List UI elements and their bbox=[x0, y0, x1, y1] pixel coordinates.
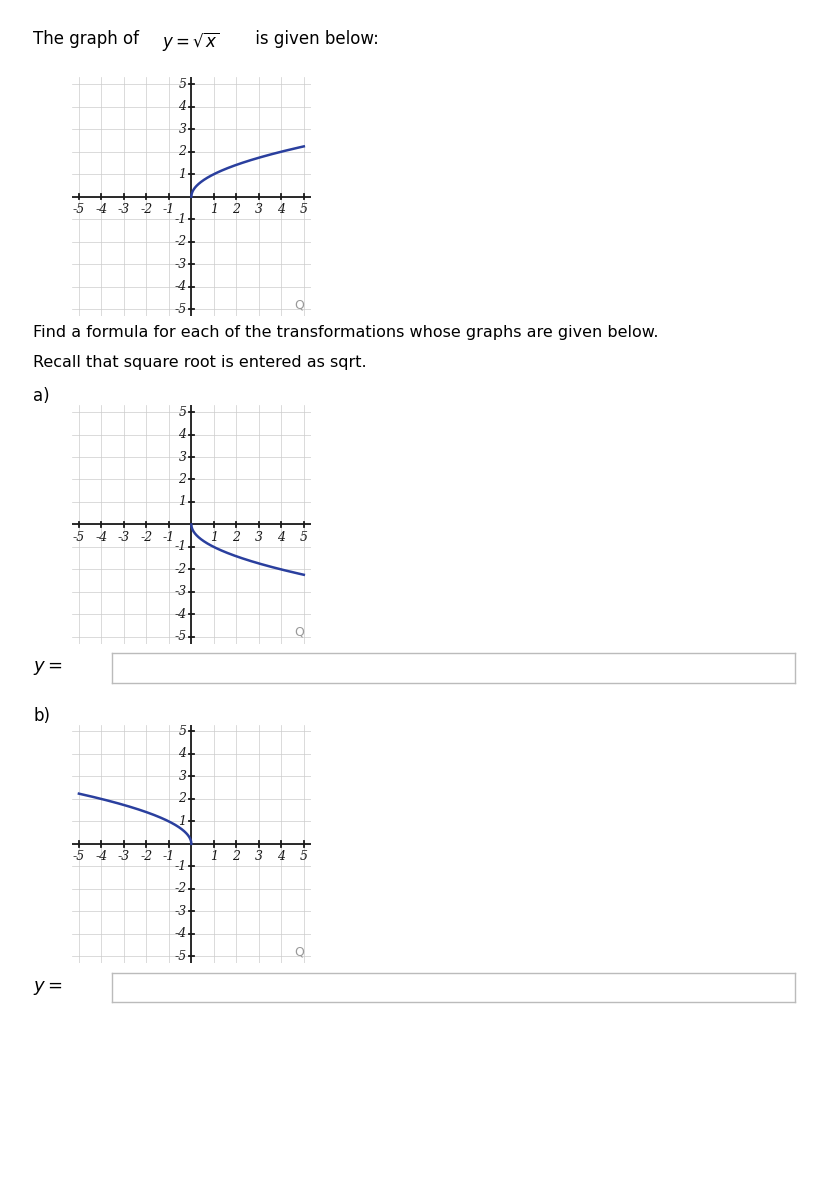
Text: 4: 4 bbox=[178, 428, 186, 441]
Text: 5: 5 bbox=[178, 725, 186, 738]
Text: 2: 2 bbox=[178, 145, 186, 159]
Text: -4: -4 bbox=[96, 850, 107, 863]
Text: $y =$: $y =$ bbox=[33, 979, 63, 997]
Text: 3: 3 bbox=[178, 770, 186, 783]
Text: 1: 1 bbox=[210, 530, 218, 544]
Text: 4: 4 bbox=[277, 850, 285, 863]
Text: -3: -3 bbox=[174, 585, 186, 598]
Text: 2: 2 bbox=[232, 850, 240, 863]
Text: $y =$: $y =$ bbox=[33, 659, 63, 677]
Text: -5: -5 bbox=[72, 203, 85, 216]
Text: 2: 2 bbox=[232, 530, 240, 544]
Text: -5: -5 bbox=[72, 530, 85, 544]
Text: -1: -1 bbox=[174, 540, 186, 553]
Text: 5: 5 bbox=[178, 77, 186, 91]
Text: 3: 3 bbox=[255, 203, 263, 216]
Text: -3: -3 bbox=[174, 905, 186, 918]
Text: -2: -2 bbox=[141, 203, 152, 216]
Text: 2: 2 bbox=[178, 793, 186, 806]
Text: -5: -5 bbox=[174, 950, 186, 963]
Text: b): b) bbox=[33, 707, 50, 725]
Text: Q: Q bbox=[295, 626, 305, 639]
Text: 5: 5 bbox=[300, 203, 308, 216]
Text: The graph of: The graph of bbox=[33, 30, 145, 48]
Text: 1: 1 bbox=[178, 496, 186, 509]
Text: 2: 2 bbox=[232, 203, 240, 216]
Text: 1: 1 bbox=[178, 168, 186, 181]
Text: 3: 3 bbox=[178, 451, 186, 464]
Text: -4: -4 bbox=[96, 203, 107, 216]
Text: 5: 5 bbox=[178, 405, 186, 418]
Text: -2: -2 bbox=[141, 850, 152, 863]
Text: is given below:: is given below: bbox=[250, 30, 379, 48]
Text: $y = \sqrt{x}$: $y = \sqrt{x}$ bbox=[162, 30, 220, 52]
Text: -1: -1 bbox=[174, 212, 186, 225]
Text: 1: 1 bbox=[210, 203, 218, 216]
Text: -3: -3 bbox=[174, 257, 186, 271]
Text: -1: -1 bbox=[163, 530, 175, 544]
Text: 4: 4 bbox=[178, 747, 186, 760]
Text: -3: -3 bbox=[118, 850, 130, 863]
Text: 2: 2 bbox=[178, 473, 186, 486]
Text: -1: -1 bbox=[163, 203, 175, 216]
Text: 1: 1 bbox=[210, 850, 218, 863]
Text: -2: -2 bbox=[141, 530, 152, 544]
Text: Q: Q bbox=[295, 298, 305, 311]
Text: -4: -4 bbox=[96, 530, 107, 544]
Text: 3: 3 bbox=[178, 123, 186, 136]
Text: Recall that square root is entered as sqrt.: Recall that square root is entered as sq… bbox=[33, 355, 367, 371]
Text: 1: 1 bbox=[178, 815, 186, 828]
Text: -3: -3 bbox=[118, 530, 130, 544]
Text: -2: -2 bbox=[174, 563, 186, 576]
Text: -4: -4 bbox=[174, 608, 186, 621]
Text: 4: 4 bbox=[277, 203, 285, 216]
Text: -1: -1 bbox=[174, 859, 186, 873]
Text: -2: -2 bbox=[174, 235, 186, 248]
Text: -2: -2 bbox=[174, 882, 186, 895]
Text: -4: -4 bbox=[174, 280, 186, 293]
Text: -3: -3 bbox=[118, 203, 130, 216]
Text: 4: 4 bbox=[178, 100, 186, 113]
Text: Find a formula for each of the transformations whose graphs are given below.: Find a formula for each of the transform… bbox=[33, 325, 659, 341]
Text: -5: -5 bbox=[174, 303, 186, 316]
Text: -5: -5 bbox=[174, 631, 186, 644]
Text: 5: 5 bbox=[300, 530, 308, 544]
Text: 3: 3 bbox=[255, 850, 263, 863]
Text: -1: -1 bbox=[163, 850, 175, 863]
Text: 5: 5 bbox=[300, 850, 308, 863]
Text: 3: 3 bbox=[255, 530, 263, 544]
Text: 4: 4 bbox=[277, 530, 285, 544]
Text: a): a) bbox=[33, 387, 50, 405]
Text: -5: -5 bbox=[72, 850, 85, 863]
Text: Q: Q bbox=[295, 945, 305, 958]
Text: -4: -4 bbox=[174, 927, 186, 940]
